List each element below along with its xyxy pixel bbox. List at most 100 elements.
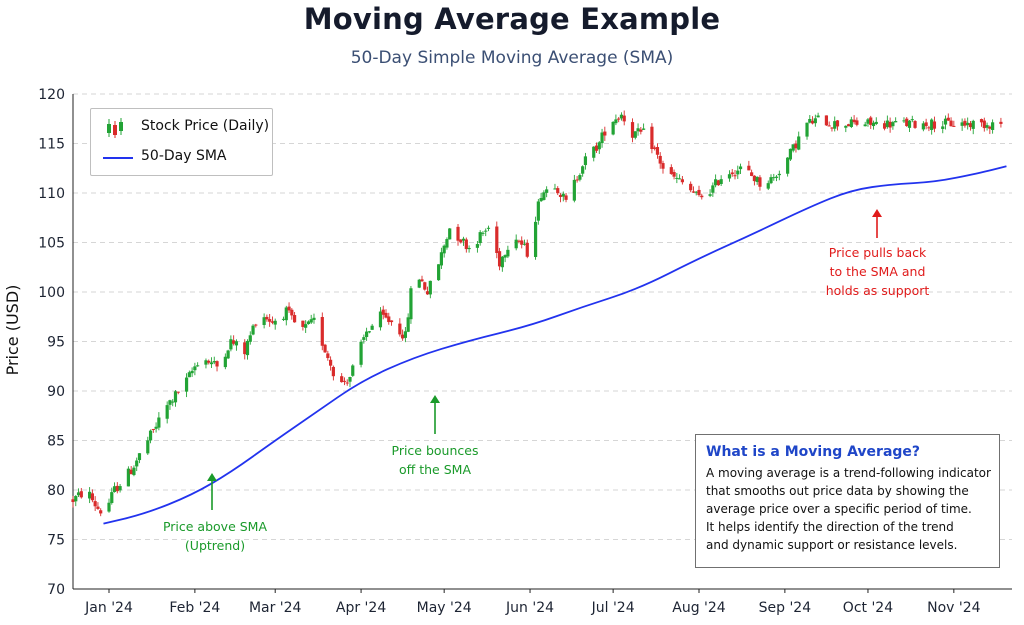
candle-body [680, 179, 684, 183]
candle-body [553, 188, 557, 190]
candle-body [655, 147, 660, 155]
candle-body [833, 121, 837, 129]
candle-body [135, 460, 139, 467]
candle-body [805, 122, 809, 137]
candle-body [226, 350, 230, 359]
candle-body [96, 506, 100, 509]
candle-body [525, 242, 529, 257]
candle-body [871, 122, 876, 127]
candle-body [99, 510, 103, 514]
candle-body [907, 120, 912, 128]
candle-body [215, 361, 219, 367]
candle-body [533, 221, 538, 257]
candle-body [254, 324, 258, 326]
candle-body [171, 401, 175, 403]
candle-body [614, 119, 618, 124]
candle-body [642, 128, 646, 130]
candle-body [636, 128, 640, 132]
y-tick-label: 80 [47, 483, 65, 499]
candle-body [863, 124, 867, 127]
candle-body [234, 341, 239, 346]
candle-body [409, 288, 413, 320]
candle-body [661, 163, 665, 169]
legend: Stock Price (Daily) 50-Day SMA [90, 108, 273, 176]
candle-body [459, 239, 463, 243]
candle-body [777, 173, 781, 176]
candle-body [522, 243, 527, 245]
candle-body [320, 316, 324, 346]
candle-body [603, 131, 607, 136]
candle-body [694, 191, 698, 193]
annotation-arrows [207, 209, 882, 510]
candle-body [229, 339, 233, 350]
candle-body [941, 126, 945, 129]
y-tick-label: 115 [38, 137, 65, 153]
candle-body [514, 239, 518, 249]
candle-body [808, 118, 812, 123]
candle-body [583, 156, 588, 166]
candle-body [905, 118, 909, 127]
candle-body [406, 317, 410, 332]
candle-body [711, 185, 715, 193]
candle-body [730, 172, 734, 175]
candle-body [445, 239, 449, 248]
candle-body [816, 115, 820, 118]
sma-line-legend-icon [103, 157, 133, 159]
candlestick-legend-icon [107, 118, 123, 138]
candle-body [633, 131, 637, 138]
candle-body [991, 122, 995, 130]
y-tick-label: 90 [47, 384, 65, 400]
candle-body [946, 117, 950, 121]
candle-body [118, 486, 122, 491]
legend-label-candles: Stock Price (Daily) [141, 118, 270, 134]
candle-body [381, 309, 385, 315]
candle-body [270, 321, 275, 323]
candle-body [910, 119, 914, 121]
candle-body [921, 123, 925, 130]
candle-body [963, 120, 967, 126]
candle-body [425, 291, 430, 295]
candle-body [611, 121, 615, 135]
chart-subtitle: 50-Day Simple Moving Average (SMA) [350, 48, 674, 68]
candle-body [619, 114, 624, 119]
candle-body [844, 125, 848, 128]
candle-body [617, 118, 621, 120]
candle-body [461, 238, 466, 241]
y-tick-label: 120 [38, 87, 65, 103]
candle-body [979, 119, 984, 123]
candle-body [367, 331, 371, 333]
candle-body [148, 430, 153, 441]
candle-body [193, 366, 197, 371]
candle-body [497, 251, 502, 267]
candle-body [204, 360, 208, 365]
x-tick-label: May '24 [417, 600, 472, 616]
info-box: What is a Moving Average? A moving avera… [695, 434, 1000, 568]
candle-body [700, 195, 704, 198]
candle-body [727, 174, 732, 179]
candle-body [223, 356, 227, 368]
x-tick-label: Oct '24 [843, 600, 893, 616]
candle-body [924, 122, 928, 127]
legend-item-candles: Stock Price (Daily) [91, 116, 272, 140]
candle-body [439, 252, 443, 266]
info-box-line: It helps identify the direction of the t… [706, 520, 954, 534]
candle-body [772, 177, 776, 179]
candle-body [495, 226, 499, 254]
candle-body [597, 142, 601, 150]
candle-body [786, 157, 790, 174]
info-box-line: average price over a specific period of … [706, 502, 972, 516]
candle-body [209, 362, 214, 365]
candle-body [486, 227, 491, 229]
candle-body [268, 319, 272, 322]
candle-body [849, 119, 853, 127]
candle-body [561, 193, 565, 197]
candle-body [653, 147, 657, 149]
legend-label-sma: 50-Day SMA [141, 148, 227, 164]
candle-body [331, 366, 335, 377]
annotation-bounce-line2: off the SMA [399, 462, 471, 477]
x-tick-label: Mar '24 [249, 600, 302, 616]
candle-body [464, 239, 468, 250]
arrow-support-head [872, 209, 882, 217]
candle-body [365, 331, 369, 338]
